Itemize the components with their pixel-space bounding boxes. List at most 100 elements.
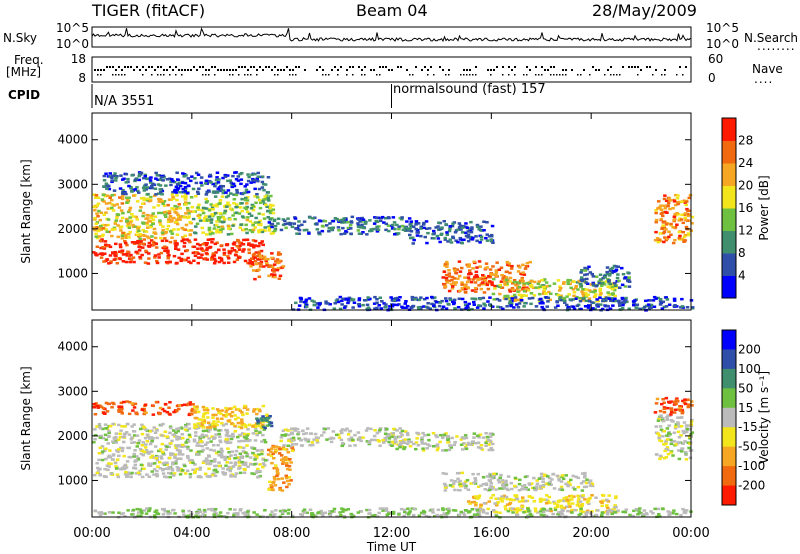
power-cell [450, 278, 454, 282]
power-cell [473, 298, 478, 301]
power-cell [182, 258, 186, 262]
velocity-cell [421, 509, 426, 513]
power-cell [128, 216, 132, 219]
velocity-cell [267, 448, 271, 452]
power-cell [509, 304, 513, 307]
velocity-cell [241, 446, 246, 450]
power-cell [172, 254, 177, 258]
velocity-cell [165, 463, 169, 466]
power-cell [172, 216, 176, 220]
power-cell [127, 209, 132, 212]
power-cell [672, 297, 677, 301]
power-cell [163, 237, 167, 240]
velocity-cell [378, 428, 382, 432]
power-cell [503, 282, 507, 285]
velocity-cell [677, 408, 681, 411]
power-cell [486, 300, 490, 303]
power-cell [686, 209, 690, 213]
velocity-cell [133, 463, 138, 467]
power-cell [612, 286, 616, 289]
power-cell [374, 216, 379, 220]
velocity-cell [142, 509, 146, 512]
velocity-cell [601, 494, 606, 497]
velocity-cell [177, 436, 181, 439]
velocity-cell [397, 435, 402, 438]
velocity-cell [161, 513, 166, 516]
power-cell [678, 234, 682, 238]
date-label: 28/May/2009 [592, 1, 697, 20]
power-cell [449, 241, 454, 244]
power-cell [196, 247, 200, 250]
velocity-cell [663, 449, 667, 453]
velocity-cell [256, 420, 260, 423]
velocity-cell [143, 436, 148, 440]
power-cell [342, 306, 347, 309]
freq-point [331, 69, 333, 71]
velocity-cell [108, 449, 112, 452]
velocity-cell [502, 494, 507, 498]
noise-sky-label: N.Sky [3, 31, 38, 45]
velocity-cell [178, 473, 183, 476]
power-cell [490, 281, 494, 284]
power-cell [366, 298, 371, 301]
power-cell [113, 172, 117, 175]
velocity-cell [308, 444, 312, 447]
velocity-cell [658, 425, 663, 428]
power-cell [145, 217, 150, 220]
power-cell [466, 233, 471, 236]
power-cell [245, 199, 250, 202]
velocity-cell [255, 455, 259, 458]
velocity-cell [158, 467, 162, 470]
velocity-cell [578, 494, 582, 498]
velocity-cell [270, 461, 274, 465]
velocity-cell [369, 438, 374, 442]
power-cell [534, 286, 538, 289]
power-cell [360, 223, 364, 227]
velocity-cell [126, 472, 130, 476]
velocity-cell [240, 456, 244, 459]
velocity-cell [390, 444, 394, 447]
velocity-cell [213, 474, 218, 478]
power-cell [186, 256, 190, 260]
velocity-cell [134, 411, 139, 414]
power-cell [439, 233, 443, 236]
nave-point [292, 74, 294, 76]
power-cell [661, 224, 665, 227]
velocity-cell [462, 513, 467, 516]
velocity-cell [521, 496, 525, 499]
velocity-cell [290, 449, 295, 452]
velocity-cell [245, 408, 250, 411]
velocity-cell [198, 468, 202, 471]
velocity-cell [195, 452, 200, 456]
power-cell [124, 234, 128, 237]
power-cell [110, 228, 115, 231]
power-cell [452, 277, 457, 280]
power-cell [382, 221, 386, 224]
freq-point [316, 69, 318, 71]
velocity-cell [665, 418, 669, 421]
nave-point [364, 74, 366, 76]
power-cell [175, 221, 179, 224]
nave-point [238, 74, 240, 76]
noise-tick-left-top: 10^5 [56, 21, 89, 35]
velocity-cell [130, 441, 134, 444]
velocity-cell [479, 484, 483, 487]
power-cell [487, 274, 491, 278]
nave-point [637, 74, 639, 76]
velocity-cell [138, 508, 142, 511]
velocity-cell [217, 429, 221, 432]
power-cell [103, 252, 107, 255]
velocity-cell [143, 446, 148, 449]
velocity-cell [687, 403, 691, 406]
power-cell [165, 178, 170, 181]
velocity-cell [637, 510, 641, 513]
power-cell [148, 226, 153, 229]
velocity-cell [515, 511, 519, 514]
velocity-cell [489, 482, 493, 485]
nave-point [619, 74, 621, 76]
power-cell [356, 225, 361, 228]
velocity-cell [551, 472, 556, 476]
power-cell [498, 283, 502, 287]
power-cell [132, 194, 136, 197]
velocity-cell [658, 454, 663, 458]
